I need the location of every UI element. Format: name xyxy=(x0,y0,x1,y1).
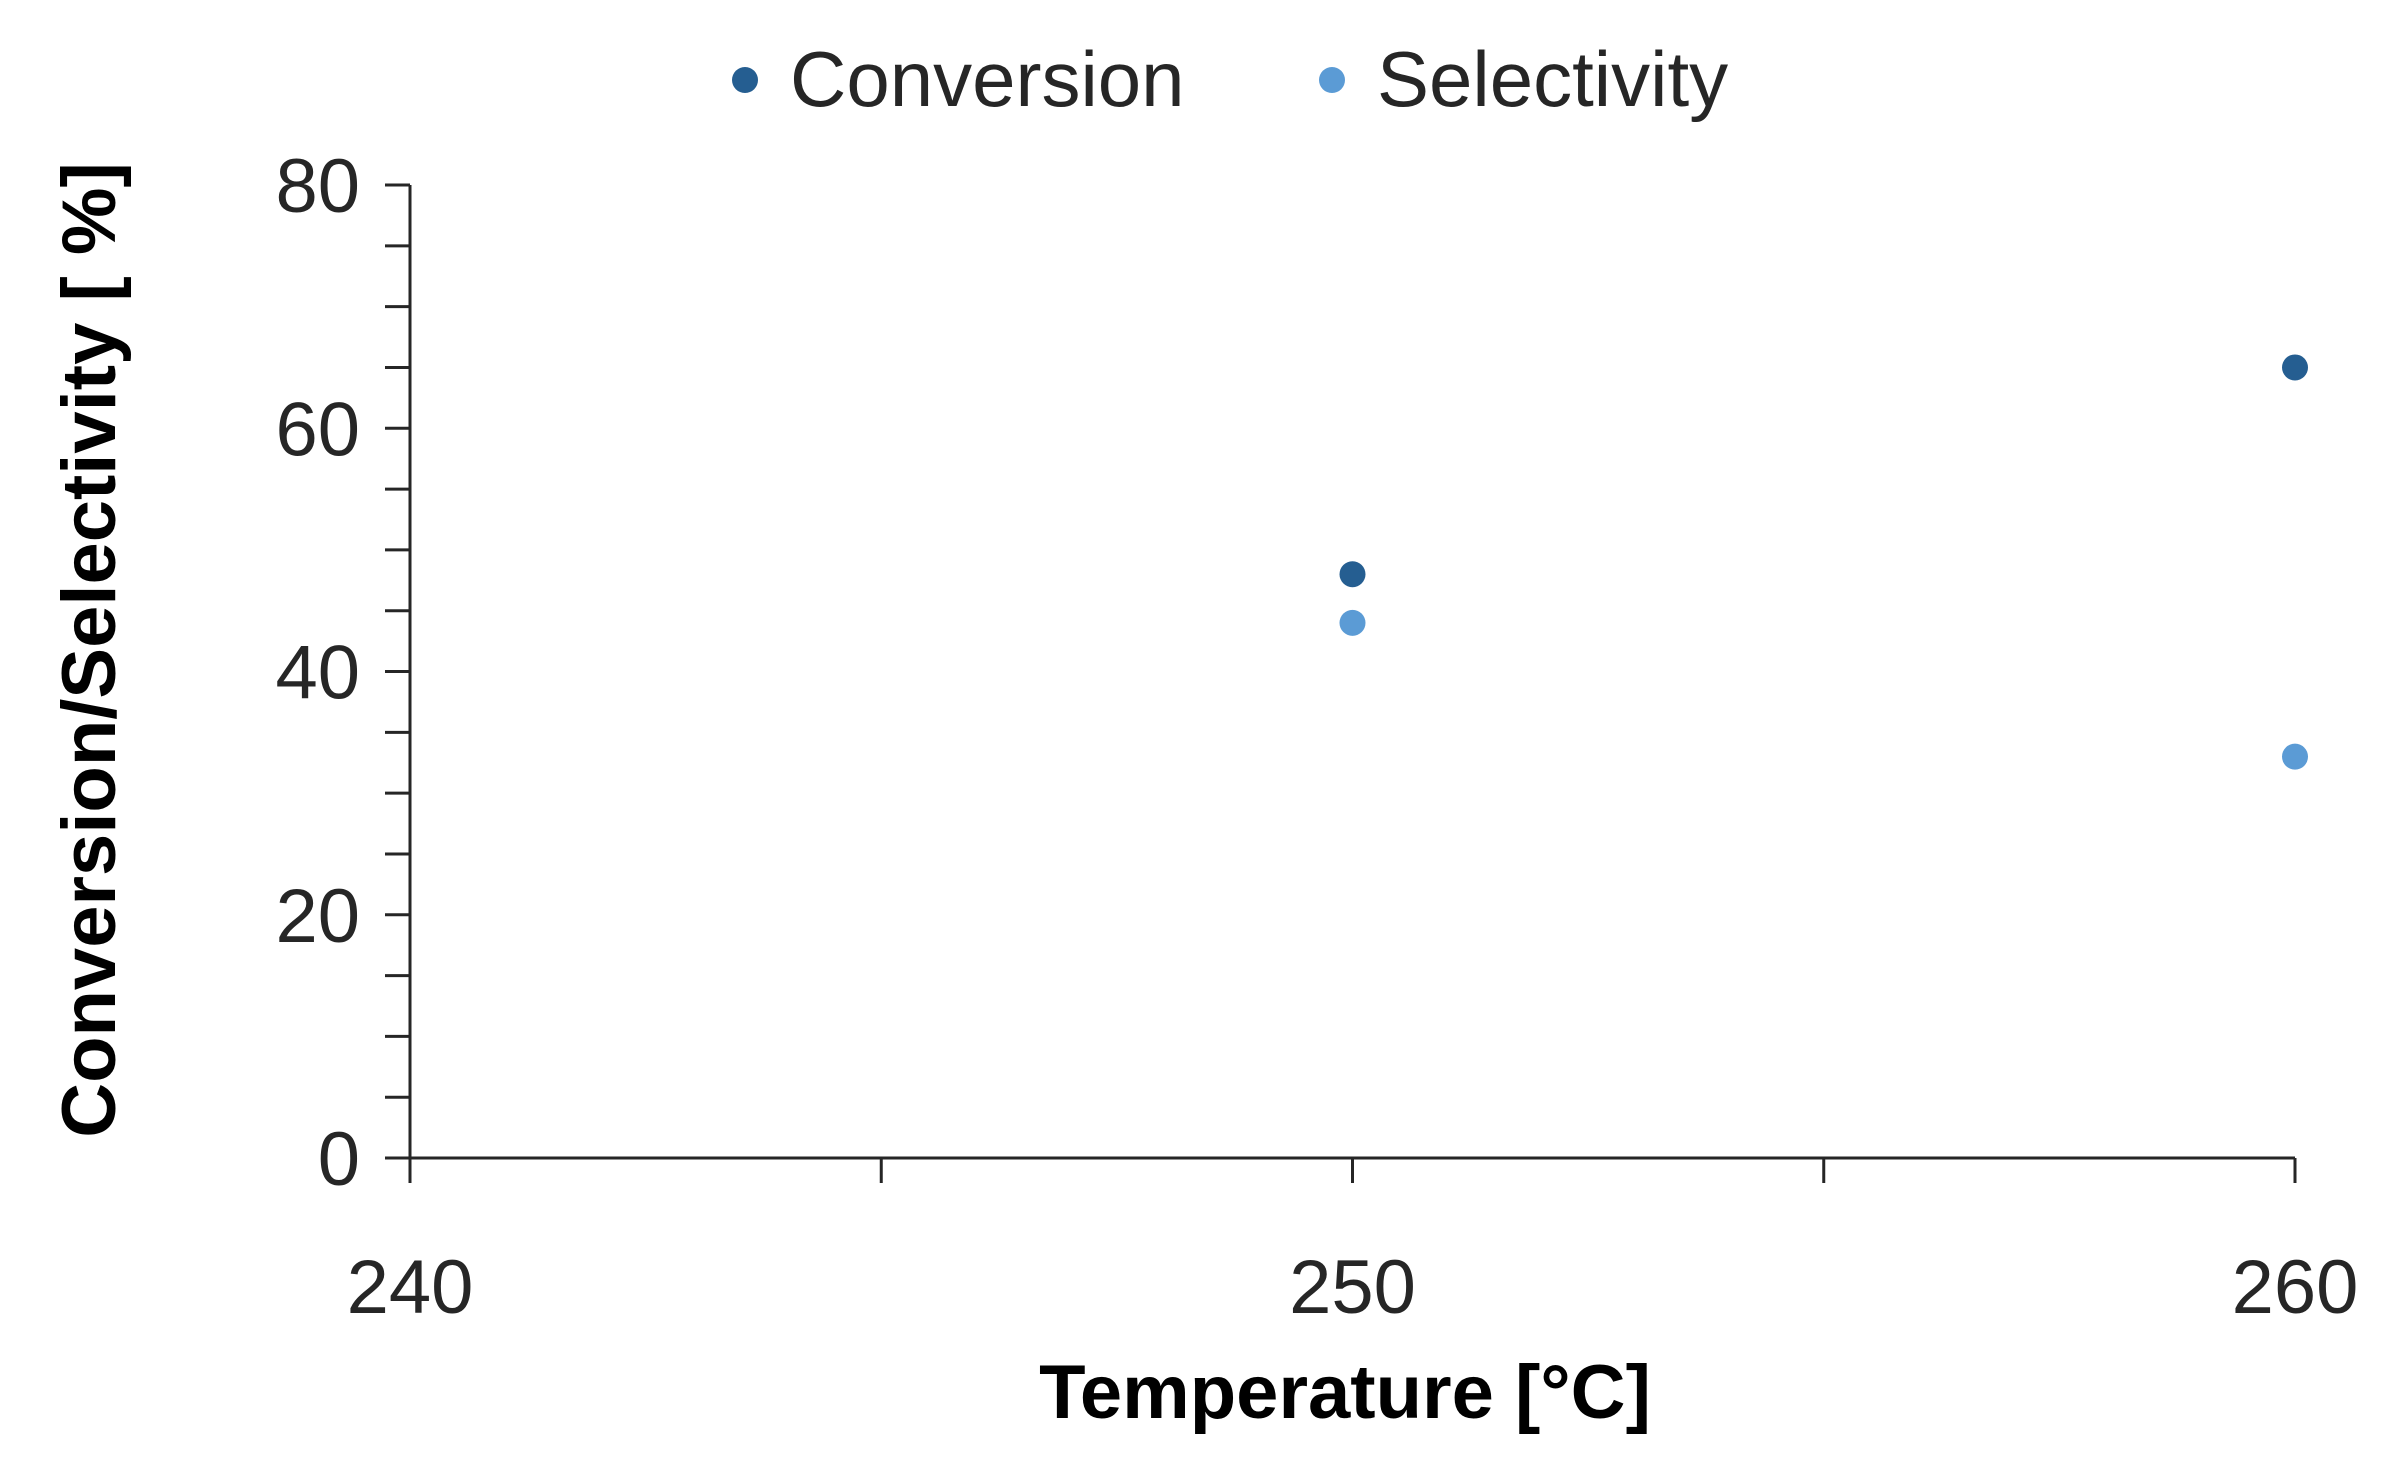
x-tick-label: 240 xyxy=(347,1245,474,1330)
legend-label-conversion: Conversion xyxy=(790,35,1185,123)
y-tick-label: 0 xyxy=(318,1117,360,1202)
legend-label-selectivity: Selectivity xyxy=(1377,35,1728,123)
y-axis-ticks: 0 20 40 60 80 xyxy=(275,144,410,1202)
y-tick-label: 60 xyxy=(275,387,360,472)
y-tick-label: 20 xyxy=(275,874,360,959)
legend-marker-selectivity xyxy=(1319,67,1345,93)
x-tick-label: 260 xyxy=(2232,1245,2359,1330)
x-axis-ticks: 240 250 260 xyxy=(347,1158,2359,1330)
legend: Conversion Selectivity xyxy=(732,35,1728,123)
selectivity-point xyxy=(1339,609,1366,636)
legend-marker-conversion xyxy=(732,67,758,93)
y-tick-label: 80 xyxy=(275,144,360,229)
selectivity-point xyxy=(2282,743,2308,770)
conversion-point xyxy=(1339,561,1366,588)
y-tick-label: 40 xyxy=(275,631,360,716)
x-axis-title: Temperature [°C] xyxy=(1039,1350,1651,1435)
data-points xyxy=(1339,354,2308,770)
conversion-point xyxy=(2282,354,2308,381)
x-tick-label: 250 xyxy=(1289,1245,1416,1330)
y-axis-title: Conversion/Selectivity [ %] xyxy=(47,162,132,1138)
